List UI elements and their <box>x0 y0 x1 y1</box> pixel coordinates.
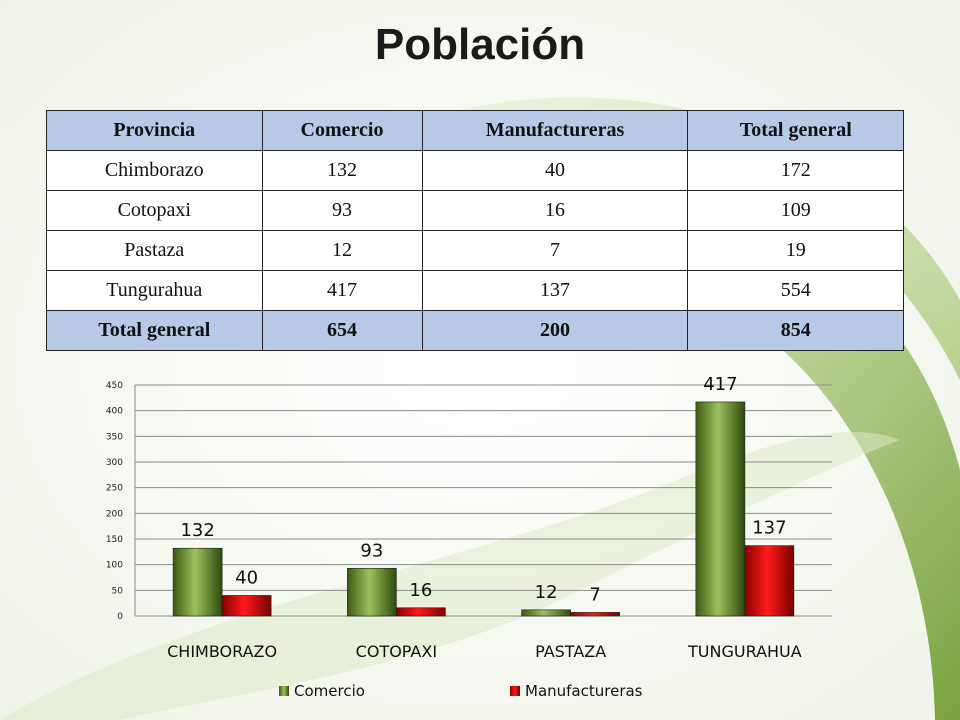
table-cell: 417 <box>261 270 423 311</box>
table-cell: 7 <box>421 230 689 271</box>
data-label-comercio: 93 <box>360 540 383 561</box>
table-cell: 654 <box>261 310 423 351</box>
x-tick-label: PASTAZA <box>535 642 606 661</box>
header-manufactureras: Manufactureras <box>421 110 689 151</box>
data-label-manufactureras: 40 <box>235 567 258 588</box>
table-row: Cotopaxi 93 16 109 <box>46 190 904 231</box>
y-tick-label: 250 <box>106 484 123 494</box>
y-tick-label: 350 <box>106 432 123 442</box>
slide-title: Población <box>374 20 586 69</box>
legend-swatch-manufactureras <box>510 686 520 696</box>
table-cell: 854 <box>687 310 904 351</box>
table-row: Tungurahua 417 137 554 <box>46 270 904 311</box>
table-cell: 12 <box>261 230 423 271</box>
data-label-comercio: 132 <box>180 520 214 541</box>
x-tick-label: CHIMBORAZO <box>167 642 277 661</box>
table-cell: 554 <box>687 270 904 311</box>
bar-manufactureras <box>744 545 795 617</box>
y-tick-label: 50 <box>112 586 124 596</box>
table-cell: 137 <box>421 270 689 311</box>
population-table: Provincia Comercio Manufactureras Total … <box>46 110 904 351</box>
y-tick-label: 0 <box>117 612 123 622</box>
header-comercio: Comercio <box>261 110 423 151</box>
legend-item-manufactureras: Manufactureras <box>510 682 643 700</box>
y-tick-label: 300 <box>106 458 123 468</box>
bar-chart: 0 50 100 150 200 250 300 350 400 450 132 40 CHIMBORA… <box>106 374 832 661</box>
table-cell: Total general <box>46 310 263 351</box>
table-cell: 40 <box>421 150 689 191</box>
table-cell: 16 <box>421 190 689 231</box>
decorative-swoosh <box>0 431 900 720</box>
x-tick-label: COTOPAXI <box>356 642 437 661</box>
bar-manufactureras <box>570 612 620 617</box>
bar-comercio <box>347 567 397 617</box>
y-tick-label: 450 <box>106 381 123 391</box>
header-provincia: Provincia <box>46 110 263 151</box>
table-cell: 93 <box>261 190 423 231</box>
table-cell: Tungurahua <box>46 270 263 311</box>
legend-swatch-comercio <box>279 686 289 696</box>
y-tick-label: 400 <box>106 407 123 417</box>
x-tick-label: TUNGURAHUA <box>687 642 802 661</box>
data-label-manufactureras: 16 <box>409 580 432 601</box>
data-label-comercio: 12 <box>535 582 558 603</box>
legend-label-comercio: Comercio <box>294 682 365 700</box>
header-total-general: Total general <box>687 110 904 151</box>
bar-comercio <box>172 547 223 617</box>
bar-comercio <box>521 609 571 617</box>
bar-manufactureras <box>221 595 272 617</box>
y-tick-label: 200 <box>106 509 123 519</box>
legend-label-manufactureras: Manufactureras <box>525 682 643 700</box>
table-cell: Chimborazo <box>46 150 263 191</box>
table-row: Chimborazo 132 40 172 <box>46 150 904 191</box>
legend-item-comercio: Comercio <box>279 682 365 700</box>
y-tick-label: 100 <box>106 561 123 571</box>
table-cell: 19 <box>687 230 904 271</box>
table-header-row: Provincia Comercio Manufactureras Total … <box>46 110 904 151</box>
bar-manufactureras <box>396 607 446 617</box>
table-total-row: Total general 654 200 854 <box>46 310 904 351</box>
table-cell: 109 <box>687 190 904 231</box>
data-label-manufactureras: 7 <box>589 584 600 605</box>
table-cell: Cotopaxi <box>46 190 263 231</box>
table-cell: 172 <box>687 150 904 191</box>
bar-comercio <box>695 401 746 617</box>
table-cell: 132 <box>261 150 423 191</box>
table-cell: 200 <box>421 310 689 351</box>
table-cell: Pastaza <box>46 230 263 271</box>
table-row: Pastaza 12 7 19 <box>46 230 904 271</box>
data-label-comercio: 417 <box>703 374 737 395</box>
data-label-manufactureras: 137 <box>752 518 786 539</box>
y-tick-label: 150 <box>106 535 123 545</box>
